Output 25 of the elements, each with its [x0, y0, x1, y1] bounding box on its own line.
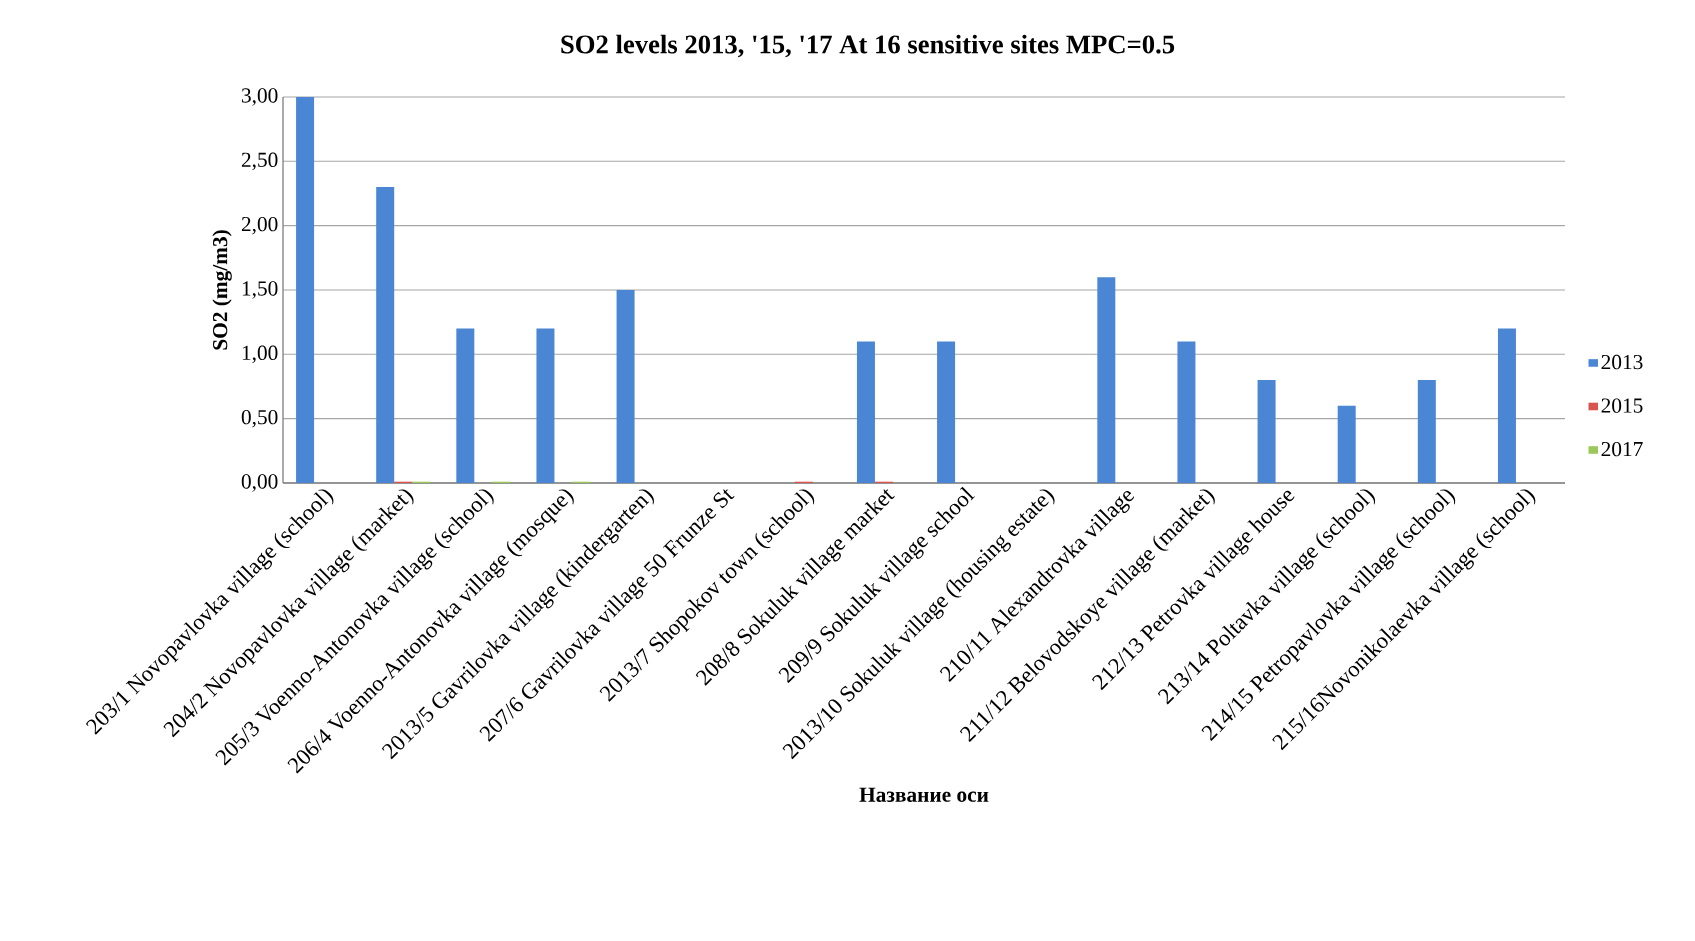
y-tick-label: 2,00 — [241, 216, 278, 235]
bar — [536, 328, 555, 483]
legend-label: 2017 — [1601, 441, 1643, 457]
chart-title: SO2 levels 2013, '15, '17 At 16 sensitive sites MPC=0.5 — [561, 34, 1175, 58]
bar — [856, 341, 875, 483]
bar — [1497, 328, 1516, 483]
bar — [376, 187, 395, 483]
y-tick-label: 3,00 — [241, 88, 278, 106]
bar — [1177, 341, 1196, 483]
bar — [1257, 380, 1276, 483]
y-tick-label: 2,50 — [241, 152, 278, 171]
bar — [296, 96, 315, 483]
y-axis-title: SO2 (mg/m3) — [212, 230, 232, 350]
y-tick-label: 0,50 — [241, 409, 278, 428]
bar — [937, 341, 956, 483]
bar — [1097, 277, 1116, 483]
bar — [456, 328, 475, 483]
bar — [1337, 405, 1356, 483]
bar — [1417, 380, 1436, 483]
bar — [616, 289, 635, 483]
y-tick-label: 1,00 — [242, 345, 278, 364]
legend-label: 2015 — [1601, 398, 1643, 413]
x-axis-title: Название оси — [859, 787, 989, 802]
y-tick-label: 1,50 — [242, 281, 278, 299]
legend-label: 2013 — [1601, 354, 1643, 370]
